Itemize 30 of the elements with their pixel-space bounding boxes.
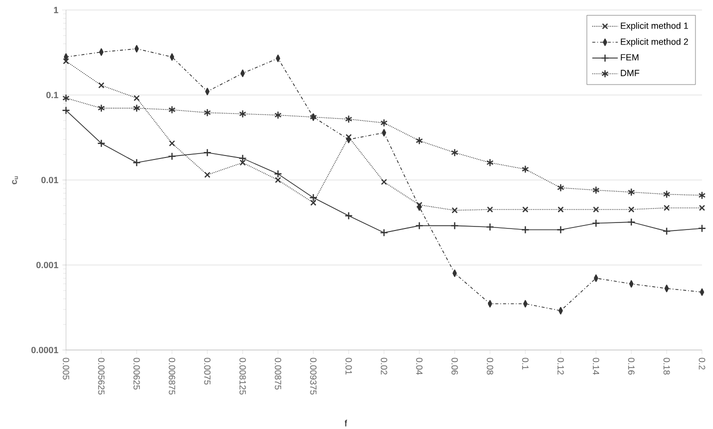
legend-label: DMF [620, 70, 640, 76]
x-tick-label: 0.006875 [168, 358, 176, 395]
x-tick-label: 0.1 [522, 358, 529, 370]
x-tick-label: 0.00875 [274, 358, 282, 390]
y-tick-label: 0.0001 [31, 346, 58, 354]
legend-label: Explicit method 1 [620, 22, 688, 31]
x-tick-label: 0.005625 [98, 358, 105, 395]
y-tick-label: 1 [54, 6, 58, 14]
x-tick-label: 0.14 [592, 358, 600, 375]
x-tick-label: 0.04 [416, 358, 423, 375]
y-tick-label: 0.001 [36, 262, 58, 268]
x-axis-title: f [344, 420, 348, 426]
x-tick-label: 0.12 [557, 358, 564, 375]
x-tick-label: 0.02 [380, 358, 388, 375]
x-tick-label: 0.005 [62, 358, 70, 380]
x-tick-label: 0.2 [698, 358, 706, 370]
y-tick-label: 0.01 [41, 176, 58, 184]
x-tick-label: 0.18 [663, 358, 670, 375]
y-tick-label: 0.1 [46, 92, 58, 98]
legend-label: FEM [620, 54, 638, 60]
x-tick-label: 0.0075 [204, 358, 211, 385]
x-tick-label: 0.16 [628, 358, 635, 375]
x-tick-label: 0.06 [451, 358, 458, 375]
legend-label: Explicit method 2 [620, 38, 688, 47]
x-tick-label: 0.008125 [239, 358, 246, 395]
x-tick-label: 0.01 [345, 358, 352, 375]
y-axis-title: c$_{u}$ [12, 176, 18, 184]
x-tick-label: 0.00625 [133, 358, 140, 390]
x-tick-label: 0.08 [486, 358, 494, 375]
x-tick-label: 0.009375 [310, 358, 317, 395]
